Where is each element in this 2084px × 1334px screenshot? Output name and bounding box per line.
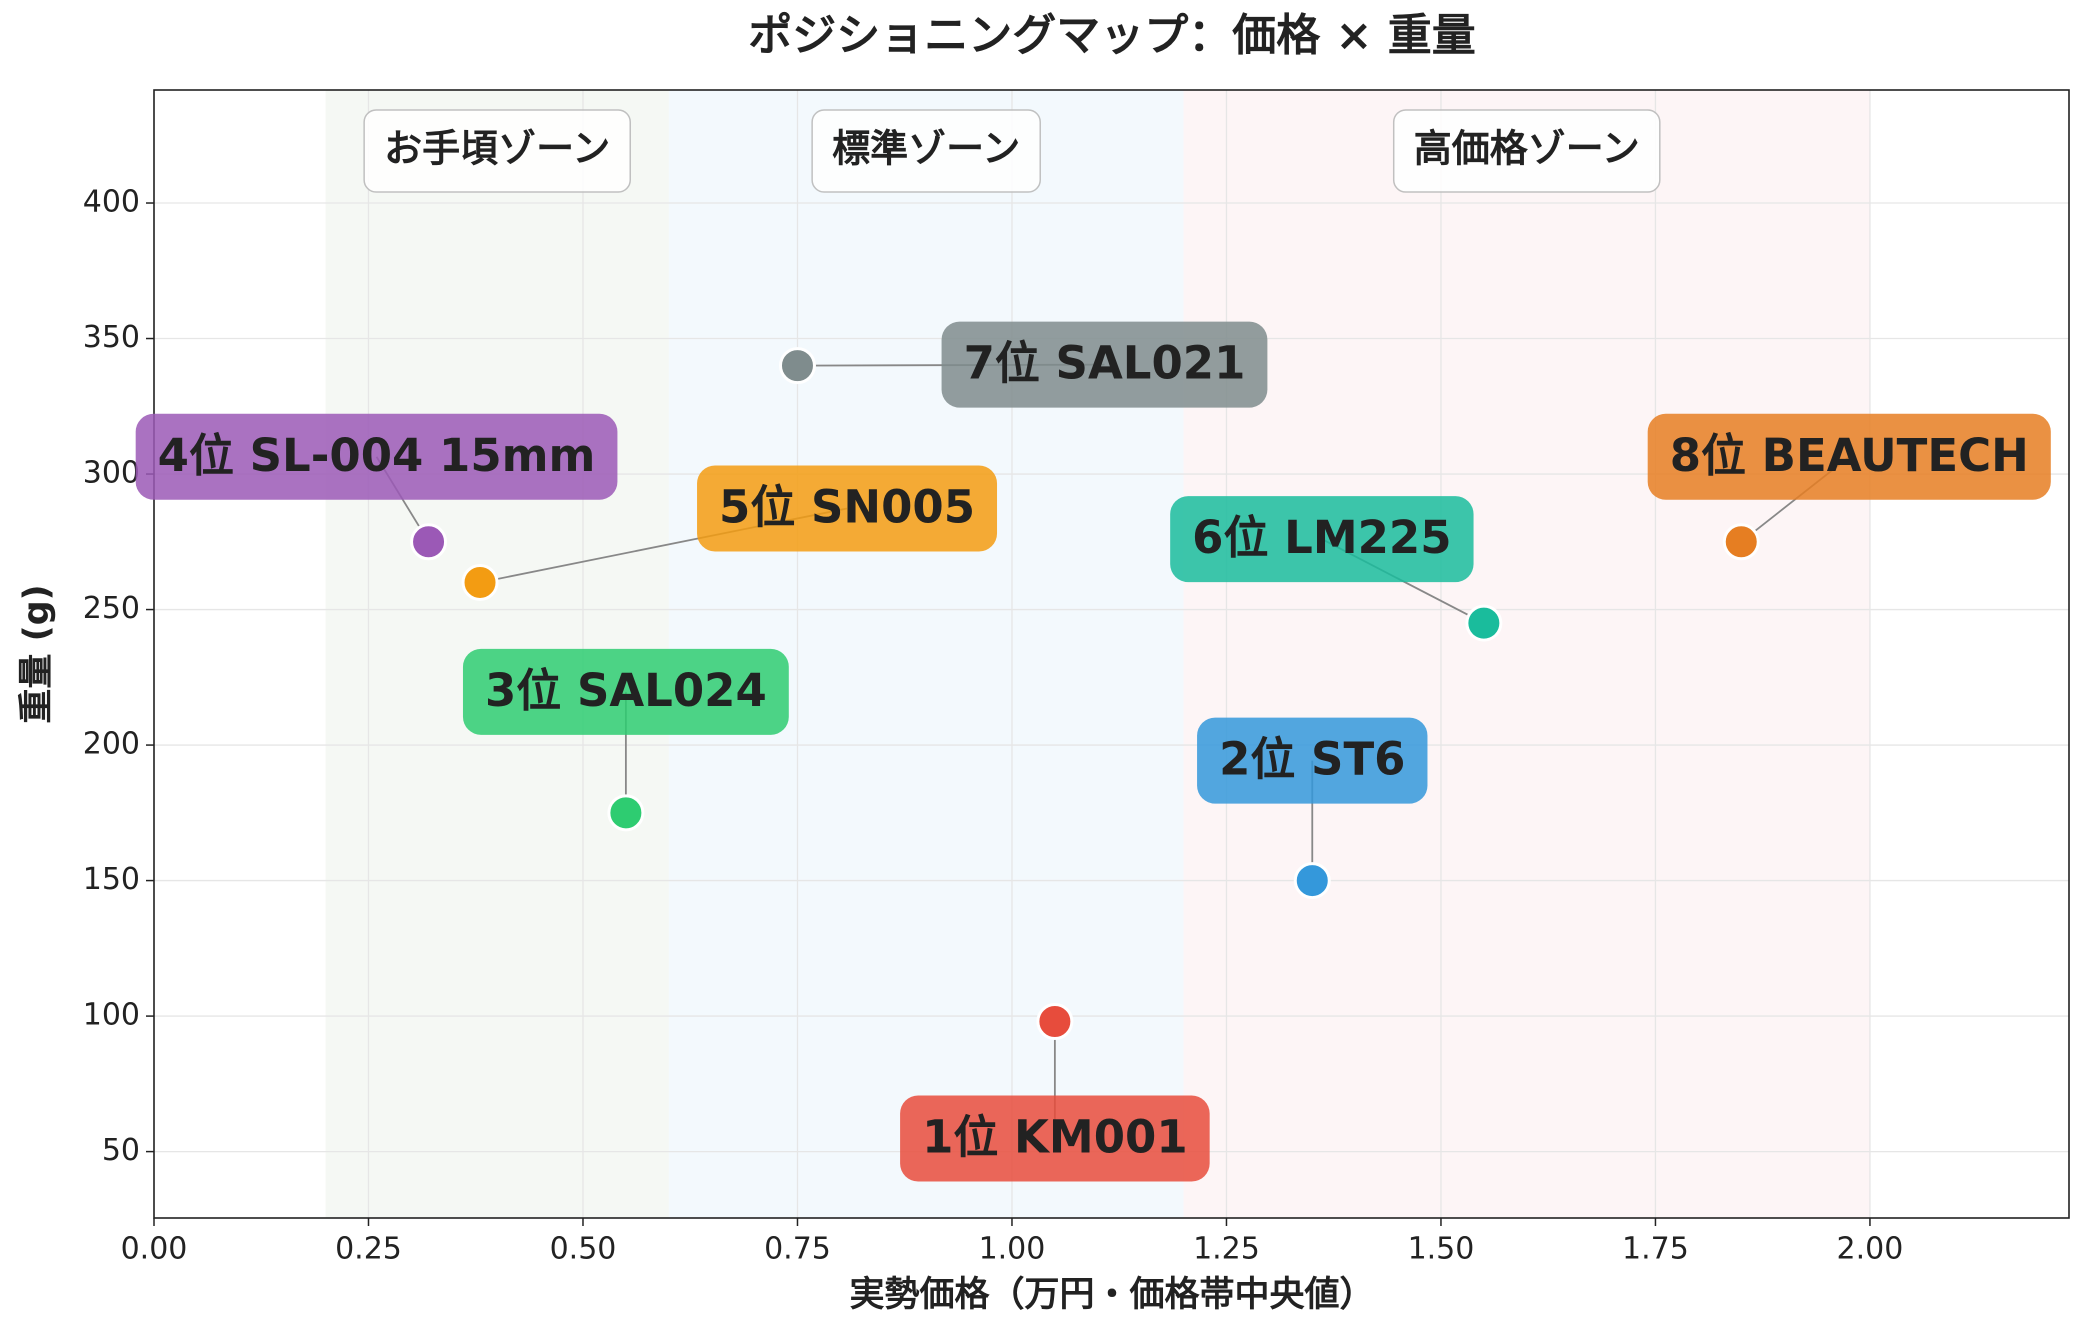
zone-label: お手頃ゾーン	[363, 109, 631, 193]
zone-label-text: 標準ゾーン	[832, 127, 1020, 171]
zone-label-text: 高価格ゾーン	[1414, 127, 1640, 171]
zone-label-box	[1392, 109, 1661, 193]
y-tick-label: 250	[83, 591, 140, 626]
point-label: 1位 KM001	[900, 1095, 1210, 1182]
x-tick-label: 1.00	[979, 1232, 1046, 1267]
point	[1293, 862, 1331, 900]
point	[607, 794, 645, 832]
point	[410, 523, 448, 561]
point-label-box	[1647, 413, 2051, 500]
point-label: 8位 BEAUTECH	[1647, 413, 2051, 500]
point	[1465, 604, 1503, 642]
point-label-text: 7位 SAL021	[964, 337, 1246, 390]
point-label-box	[941, 321, 1268, 408]
y-tick-label: 400	[83, 185, 140, 220]
point-label-text: 8位 BEAUTECH	[1670, 429, 2029, 482]
y-tick-label: 350	[83, 320, 140, 355]
point-label: 7位 SAL021	[941, 321, 1268, 408]
x-tick-label: 1.25	[1193, 1232, 1260, 1267]
x-tick-label: 0.00	[121, 1232, 188, 1267]
point	[461, 563, 499, 601]
point-label-text: 2位 ST6	[1219, 733, 1405, 786]
x-tick-label: 0.75	[764, 1232, 831, 1267]
x-axis-label: 実勢価格（万円・価格帯中央値）	[849, 1275, 1374, 1315]
x-tick-label: 1.75	[1622, 1232, 1689, 1267]
y-tick-label: 150	[83, 862, 140, 897]
point-label-text: 4位 SL-004 15mm	[158, 429, 596, 482]
x-tick-label: 2.00	[1837, 1232, 1904, 1267]
y-tick-label: 300	[83, 456, 140, 491]
point	[778, 347, 816, 385]
point-label: 5位 SN005	[697, 465, 998, 552]
zone-label: 高価格ゾーン	[1392, 109, 1661, 193]
point-label-text: 3位 SAL024	[485, 664, 767, 717]
chart-title: ポジショニングマップ：価格 × 重量	[748, 10, 1476, 61]
plot-frame	[153, 89, 2070, 1219]
point-label-text: 6位 LM225	[1192, 511, 1451, 564]
point-label-box	[135, 413, 618, 500]
point-label-text: 5位 SN005	[719, 480, 975, 533]
x-tick-label: 0.25	[335, 1232, 402, 1267]
point-label-text: 1位 KM001	[922, 1111, 1188, 1164]
y-tick-label: 100	[83, 998, 140, 1033]
point-label-box	[1170, 496, 1474, 583]
zone-label-box	[363, 109, 631, 193]
point-label-box	[697, 465, 998, 552]
point	[1722, 523, 1760, 561]
zone-band	[1183, 90, 1870, 1218]
zone-label-text: お手頃ゾーン	[384, 127, 610, 171]
point-label: 2位 ST6	[1197, 717, 1428, 804]
x-tick-label: 1.50	[1408, 1232, 1475, 1267]
point-label: 4位 SL-004 15mm	[135, 413, 618, 500]
point-label-box	[900, 1095, 1210, 1182]
point-label-box	[462, 648, 789, 735]
point-label: 6位 LM225	[1170, 496, 1474, 583]
point	[1036, 1003, 1074, 1041]
y-tick-label: 200	[83, 727, 140, 762]
zone-label: 標準ゾーン	[811, 109, 1041, 193]
y-axis-label: 重量 (g)	[17, 584, 57, 723]
zone-label-box	[811, 109, 1041, 193]
point-label-box	[1197, 717, 1428, 804]
x-tick-label: 0.50	[550, 1232, 617, 1267]
point-label: 3位 SAL024	[462, 648, 789, 735]
y-tick-label: 50	[102, 1133, 140, 1168]
